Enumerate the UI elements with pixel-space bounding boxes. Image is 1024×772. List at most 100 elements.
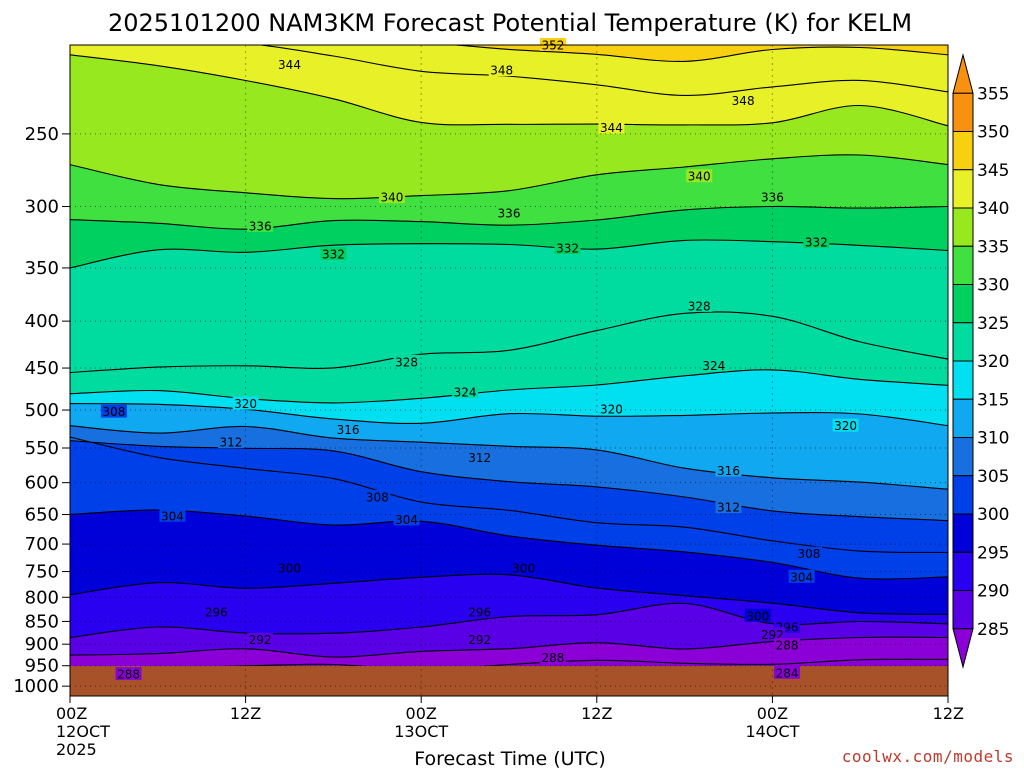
contour-label-bg	[203, 604, 230, 618]
colorbar-segment-330	[952, 245, 974, 285]
contour-label: 332	[556, 242, 579, 256]
y-tick-label: 350	[25, 258, 59, 279]
colorbar-label: 305	[977, 467, 1009, 487]
colorbar-label: 350	[977, 123, 1009, 143]
contour-label: 304	[395, 513, 418, 527]
contour-label-bg	[217, 435, 244, 449]
contour-label-bg	[598, 402, 625, 416]
isentrope-304	[70, 509, 948, 580]
contour-label-bg	[247, 632, 274, 646]
y-tick-label: 1000	[13, 676, 59, 697]
contour-label-bg	[539, 650, 566, 664]
y-tick-label: 900	[25, 634, 59, 655]
contour-label: 304	[161, 509, 184, 523]
contour-label: 348	[490, 64, 513, 78]
contour-label: 332	[805, 236, 828, 250]
contour-label-bg	[247, 218, 274, 232]
contour-label-bg	[466, 450, 493, 464]
contour-label-bg	[276, 57, 303, 71]
contour-label: 332	[322, 248, 345, 262]
y-tick-label: 400	[25, 311, 59, 332]
y-tick-label: 700	[25, 534, 59, 555]
x-tick-date-label: 14OCT	[745, 722, 799, 741]
x-tick-year-label: 2025	[56, 740, 97, 759]
isentrope-308	[70, 436, 948, 554]
contour-label: 300	[278, 561, 301, 575]
y-axis: 2503003504004505005506006507007508008509…	[13, 124, 70, 697]
contour-label-bg	[466, 604, 493, 618]
colorbar-label: 320	[977, 352, 1009, 372]
isentrope-348	[256, 45, 948, 96]
contour-label-bg	[452, 385, 479, 399]
contour-label-bg	[715, 463, 742, 477]
ground-below-surface	[70, 666, 948, 696]
contour-label-bg	[115, 667, 142, 681]
colorbar-label: 335	[977, 237, 1009, 257]
contour-label-bg	[378, 190, 405, 204]
colorbar-bottom-arrow	[952, 628, 974, 669]
colorbar-label: 285	[977, 620, 1009, 640]
contour-label-bg	[232, 396, 259, 410]
contour-label: 292	[468, 633, 491, 647]
x-axis-label: Forecast Time (UTC)	[414, 748, 605, 768]
contour-label-bg	[159, 508, 186, 522]
y-tick-label: 750	[25, 562, 59, 583]
contour-label-bg	[276, 560, 303, 574]
contour-label-bg	[466, 632, 493, 646]
isentrope-324	[70, 369, 948, 404]
y-tick-label: 650	[25, 505, 59, 526]
colorbar-label: 340	[977, 199, 1009, 219]
y-tick-label: 850	[25, 611, 59, 632]
colorbar-segment-350	[952, 92, 974, 132]
chart-title: 2025101200 NAM3KM Forecast Potential Tem…	[108, 9, 912, 37]
contour-label-bg	[795, 546, 822, 560]
contour-label-bg	[759, 190, 786, 204]
contour-label: 312	[468, 451, 491, 465]
contour-label-bg	[832, 418, 859, 432]
contour-label: 308	[102, 405, 125, 419]
contour-label: 340	[688, 170, 711, 184]
y-tick-label: 800	[25, 587, 59, 608]
colorbar-top-arrow	[952, 53, 974, 94]
isentrope-340	[70, 154, 948, 200]
isentrope-320	[70, 403, 948, 427]
y-tick-label: 550	[25, 438, 59, 459]
x-tick-label: 12Z	[933, 704, 964, 723]
contour-label-bg	[320, 247, 347, 261]
contour-label-bg	[100, 404, 127, 418]
colorbar-segment-345	[952, 131, 974, 171]
isentrope-336	[70, 205, 948, 230]
contour-label: 328	[395, 355, 418, 369]
contour-label: 336	[761, 191, 784, 205]
contour-label-bg	[744, 608, 771, 622]
colorbar-label: 355	[977, 84, 1009, 104]
isentrope-332	[70, 239, 948, 269]
contour-label: 312	[717, 501, 740, 515]
x-tick-label: 00Z	[406, 704, 437, 723]
contour-label: 296	[468, 605, 491, 619]
contour-label: 336	[498, 207, 521, 221]
theta-color-bands	[70, 45, 948, 696]
x-tick-label: 12Z	[581, 704, 612, 723]
x-tick-label: 00Z	[757, 704, 788, 723]
contour-label: 308	[366, 491, 389, 505]
contour-label-bg	[335, 422, 362, 436]
colorbar-segment-295	[952, 513, 974, 553]
contour-label-bg	[774, 638, 801, 652]
contour-label-bg	[488, 63, 515, 77]
contour-label: 292	[249, 633, 272, 647]
isentrope-328	[70, 311, 948, 374]
contour-label: 316	[337, 423, 360, 437]
contour-label: 288	[776, 639, 799, 653]
colorbar-segment-340	[952, 169, 974, 209]
contour-label: 288	[117, 668, 140, 682]
plot-frame	[69, 44, 949, 697]
contour-label: 284	[776, 666, 799, 680]
colorbar-segment-285	[952, 590, 974, 630]
contour-label-bg	[686, 169, 713, 183]
y-tick-label: 300	[25, 197, 59, 218]
contour-label: 304	[790, 570, 813, 584]
